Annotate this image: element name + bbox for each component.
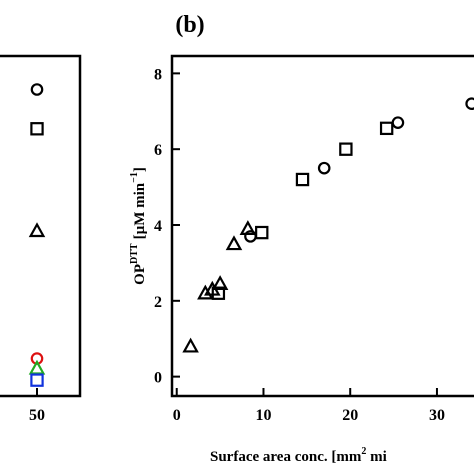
panel-b-circle-point-1 [317,161,331,175]
panel-b-y-tick-label-2: 2 [154,294,162,311]
panel-a-x-tick-label-50: 50 [29,407,45,424]
panel-b-marks [182,97,474,353]
panel-b-chart: (b) 0 10 20 30 0 2 4 6 8 OPDTT [µM min−1] Surface… [129,12,474,465]
panel-a-square-point-1-0 [30,122,44,136]
x-label-tail: mi [366,449,386,465]
panel-a-square-point-5-0 [30,373,44,387]
y-label-main: OP [132,264,148,285]
panel-a-marks [28,83,46,387]
panel-b-x-axis-label: Surface area conc. [mm2 mi [210,446,387,465]
panel-b-plot-frame [170,54,474,398]
y-label-unit-superscript: −1 [129,172,140,183]
panel-b-y-tick-label-0: 0 [154,370,162,387]
panel-b-circle-point-3 [465,97,474,110]
panel-a-circle-point-0-0 [30,83,44,96]
panel-b-y-tick-label-6: 6 [154,142,162,159]
panel-a-triangle-point-4-0 [28,359,46,375]
y-label-unit: [µM min [132,182,148,239]
panel-b-triangle-point-0 [182,337,199,353]
panel-b-x-tick-label-30: 30 [429,407,445,424]
panel-b-x-tick-label-0: 0 [173,407,181,424]
x-label-superscript: 2 [361,446,366,457]
panel-b-square-point-2 [295,172,310,187]
panel-b-x-tick-label-10: 10 [255,407,271,424]
panel-b-square-point-3 [339,142,353,156]
panel-b-y-axis-label: OPDTT [µM min−1] [129,167,148,285]
panel-b-square-point-0 [211,286,226,300]
panel-a-triangle-point-2-0 [28,222,46,238]
panel-b-triangle-point-4 [225,235,243,251]
panel-b-triangle-point-5 [239,220,257,236]
panel-b-y-tick-label-4: 4 [154,218,162,235]
panel-b-square-point-1 [255,225,269,240]
x-label-main: Surface area conc. [mm [210,449,362,465]
panel-b-triangle-point-3 [211,275,229,290]
panel-a-plot-frame [0,54,82,398]
panel-b-circle-point-2 [391,116,405,129]
y-label-close: ] [132,167,148,172]
panel-b-ticks: 0 10 20 30 0 2 4 6 8 [154,66,445,424]
panel-b-y-tick-label-8: 8 [154,66,162,83]
y-label-superscript: DTT [129,243,140,264]
panel-a-chart: 50 [0,54,82,424]
panel-b-label: (b) [175,12,204,38]
panel-b-square-point-4 [379,121,394,136]
panel-b-x-tick-label-20: 20 [342,407,358,424]
panel-b-triangle-point-1 [197,284,214,300]
